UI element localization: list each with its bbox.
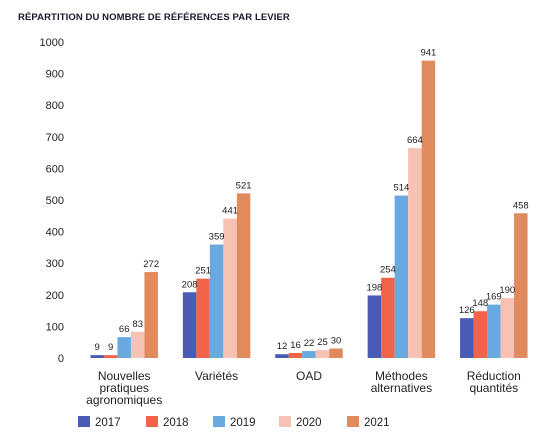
bar-2021 bbox=[144, 272, 158, 358]
legend-label: 2019 bbox=[230, 417, 256, 429]
bar-2019 bbox=[209, 244, 224, 358]
y-tick-label: 200 bbox=[46, 290, 64, 302]
y-tick-label: 900 bbox=[46, 69, 64, 81]
value-label: 16 bbox=[290, 340, 301, 351]
legend-label: 2018 bbox=[163, 417, 189, 429]
bar-2020 bbox=[223, 218, 237, 358]
value-label: 12 bbox=[277, 341, 288, 352]
bar-2021 bbox=[236, 193, 251, 358]
category-label: agronomiques bbox=[86, 393, 162, 407]
bar-2018 bbox=[196, 278, 210, 358]
bar-2021 bbox=[421, 60, 436, 358]
bar-2019 bbox=[117, 337, 131, 358]
bar-2020 bbox=[500, 297, 515, 358]
value-label: 25 bbox=[317, 337, 328, 348]
y-tick-label: 1000 bbox=[40, 37, 64, 49]
bar-2018 bbox=[381, 277, 395, 358]
value-label: 458 bbox=[513, 200, 529, 211]
category-label: Variétés bbox=[195, 369, 238, 383]
legend: 2017 2018 2019 2020 2021 bbox=[78, 416, 390, 429]
value-label: 208 bbox=[182, 279, 198, 290]
bar-2018 bbox=[288, 352, 303, 358]
bar-2020 bbox=[315, 350, 330, 358]
value-label: 941 bbox=[420, 48, 436, 59]
value-label: 514 bbox=[393, 183, 409, 194]
bar-2021 bbox=[329, 348, 343, 358]
bar-2017 bbox=[460, 318, 474, 358]
bar-2020 bbox=[408, 148, 422, 358]
bars bbox=[90, 60, 528, 358]
chart-title: RÉPARTITION DU NOMBRE DE RÉFÉRENCES PAR … bbox=[18, 12, 290, 23]
legend-swatch bbox=[146, 416, 158, 427]
bar-2017 bbox=[275, 354, 289, 358]
bar-2020 bbox=[130, 331, 145, 358]
bar-2017 bbox=[182, 292, 197, 358]
y-axis: 0 100 200 300 400 500 600 700 800 900 1000 bbox=[40, 37, 64, 365]
value-label: 198 bbox=[366, 282, 382, 293]
value-label: 9 bbox=[95, 342, 100, 353]
value-label: 190 bbox=[499, 285, 515, 296]
category-label: OAD bbox=[296, 369, 322, 383]
legend-swatch bbox=[347, 416, 359, 427]
category-label: Nouvelles bbox=[98, 369, 151, 383]
category-label: pratiques bbox=[100, 381, 149, 395]
y-tick-label: 0 bbox=[58, 353, 64, 365]
value-label: 30 bbox=[331, 336, 342, 347]
value-label: 664 bbox=[407, 135, 423, 146]
y-tick-label: 700 bbox=[46, 132, 64, 144]
value-label: 22 bbox=[304, 338, 315, 349]
category-label: quantités bbox=[469, 381, 518, 395]
category-label: Réduction bbox=[467, 369, 521, 383]
bar-2017 bbox=[90, 355, 104, 358]
value-label: 441 bbox=[222, 206, 238, 217]
legend-label: 2020 bbox=[296, 417, 322, 429]
value-label: 169 bbox=[486, 292, 502, 303]
y-tick-label: 100 bbox=[46, 321, 64, 333]
value-label: 272 bbox=[143, 259, 159, 270]
legend-label: 2017 bbox=[95, 417, 121, 429]
legend-swatch bbox=[213, 416, 225, 427]
bar-2017 bbox=[367, 295, 382, 358]
bar-2018 bbox=[473, 311, 488, 358]
legend-label: 2021 bbox=[364, 417, 390, 429]
bar-2019 bbox=[302, 351, 316, 358]
bar-2019 bbox=[394, 195, 409, 358]
value-label: 251 bbox=[195, 266, 211, 277]
bar-2019 bbox=[487, 304, 501, 358]
bar-2018 bbox=[103, 355, 118, 358]
value-label: 9 bbox=[108, 342, 113, 353]
bar-2021 bbox=[514, 213, 528, 358]
y-tick-label: 300 bbox=[46, 258, 64, 270]
y-tick-label: 400 bbox=[46, 227, 64, 239]
value-label: 148 bbox=[472, 298, 488, 309]
value-labels: 9 9 66 83 272 208 251 359 441 521 12 16 22 25 30 198 254… bbox=[95, 48, 529, 354]
y-tick-label: 500 bbox=[46, 195, 64, 207]
category-label: Méthodes bbox=[375, 369, 428, 383]
value-label: 521 bbox=[236, 180, 252, 191]
value-label: 83 bbox=[132, 319, 143, 330]
category-label: alternatives bbox=[371, 381, 432, 395]
y-tick-label: 800 bbox=[46, 100, 64, 112]
value-label: 66 bbox=[119, 324, 130, 335]
legend-swatch bbox=[78, 416, 90, 427]
value-label: 359 bbox=[209, 232, 225, 243]
value-label: 126 bbox=[459, 305, 475, 316]
value-label: 254 bbox=[380, 265, 396, 276]
y-tick-label: 600 bbox=[46, 163, 64, 175]
legend-swatch bbox=[279, 416, 291, 427]
